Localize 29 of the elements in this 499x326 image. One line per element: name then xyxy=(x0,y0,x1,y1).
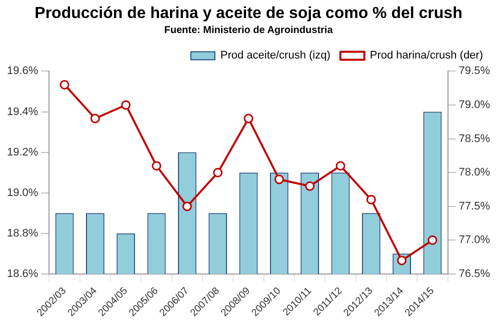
legend-label: Prod harina/crush (der) xyxy=(370,50,484,62)
legend-label: Prod aceite/crush (izq) xyxy=(220,50,330,62)
y2-tick-label: 78.5% xyxy=(458,132,490,145)
point xyxy=(305,181,315,191)
y2-tick-label: 77.0% xyxy=(458,234,490,246)
point xyxy=(244,114,254,124)
y-tick-label: 19.0% xyxy=(6,186,38,199)
point xyxy=(336,161,346,171)
y2-tick-label: 78.0% xyxy=(458,166,490,179)
y-tick-label: 19.4% xyxy=(6,106,38,118)
y-tick-label: 18.6% xyxy=(6,268,38,280)
y2-tick-label: 79.5% xyxy=(458,65,490,78)
point xyxy=(213,168,223,178)
chart-subtitle: Fuente: Ministerio de Agroindustria xyxy=(164,24,334,36)
point xyxy=(182,202,192,212)
point xyxy=(152,161,162,171)
y-tick-label: 19.6% xyxy=(6,65,38,78)
y-tick-label: 18.8% xyxy=(6,227,38,240)
y-tick-label: 19.2% xyxy=(6,146,38,158)
y2-tick-label: 79.0% xyxy=(458,99,490,112)
y2-tick-label: 77.5% xyxy=(458,200,490,212)
point xyxy=(90,114,100,124)
point xyxy=(428,235,438,245)
point xyxy=(121,100,131,110)
chart-title: Producción de harina y aceite de soja como % del crush xyxy=(34,5,462,22)
point xyxy=(366,194,376,204)
point xyxy=(274,174,284,184)
y2-tick-label: 76.5% xyxy=(458,268,490,280)
point xyxy=(60,80,70,90)
